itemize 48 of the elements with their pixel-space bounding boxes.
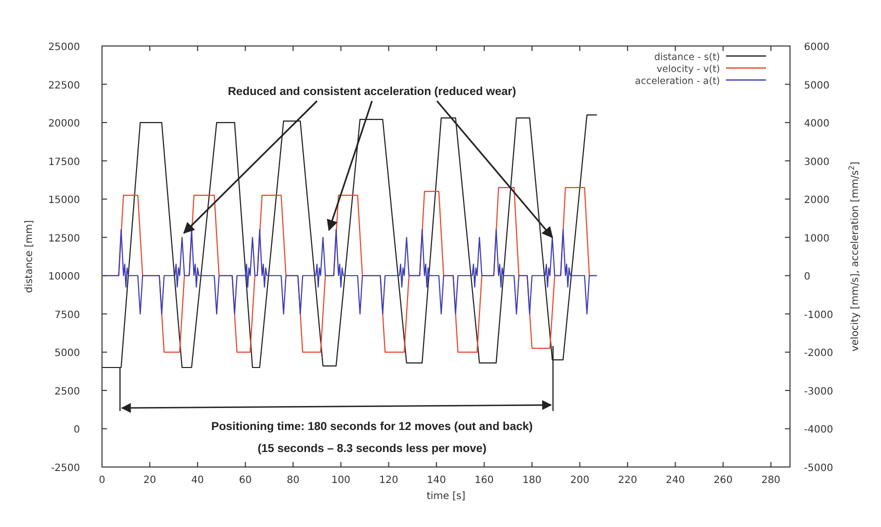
y-tick-label: 20000	[48, 118, 80, 130]
legend-label: distance - s(t)	[654, 52, 720, 63]
y2-tick-label: -5000	[804, 463, 834, 474]
x-tick-label: 200	[570, 475, 590, 486]
x-tick-label: 220	[618, 475, 638, 486]
y2-tick-label: 0	[804, 272, 810, 283]
y-tick-label: 15000	[48, 195, 80, 206]
y2-tick-label: 4000	[804, 118, 830, 130]
y-tick-label: -2500	[50, 463, 80, 474]
x-tick-label: 0	[98, 475, 106, 486]
annotation: Reduced and consistent acceleration (reduced wear)	[228, 86, 516, 98]
x-tick-label: 80	[286, 475, 300, 486]
legend-label: velocity - v(t)	[656, 64, 720, 75]
y2-tick-label: -1000	[804, 310, 834, 321]
y2-tick-label: -4000	[804, 424, 834, 436]
x-tick-label: 60	[238, 475, 252, 486]
x-tick-label: 260	[714, 475, 733, 486]
x-tick-label: 180	[522, 475, 542, 486]
y-tick-label: 2500	[54, 386, 80, 398]
x-tick-label: 100	[331, 475, 350, 486]
y-tick-label: 5000	[54, 348, 80, 360]
annotation: Positioning time: 180 seconds for 12 moves (out and back)	[211, 421, 533, 433]
y-tick-label: 10000	[48, 272, 80, 283]
y-tick-label: 17500	[48, 156, 80, 168]
x-tick-label: 40	[191, 475, 204, 486]
legend-label: acceleration - a(t)	[635, 76, 720, 87]
y-tick-label: 12500	[48, 233, 80, 244]
x-tick-label: 240	[666, 475, 685, 486]
y2-tick-label: -3000	[804, 386, 834, 398]
y-tick-label: 0	[74, 424, 80, 436]
x-tick-label: 140	[426, 475, 446, 486]
y-tick-label: 22500	[48, 80, 80, 92]
annotation: (15 seconds – 8.3 seconds less per move)	[258, 443, 487, 455]
x-axis-title: time [s]	[426, 491, 466, 502]
x-tick-label: 20	[143, 475, 156, 486]
line-series	[101, 229, 598, 314]
y2-tick-label: 1000	[804, 233, 830, 244]
x-tick-label: 120	[379, 475, 398, 486]
y-tick-label: 25000	[48, 42, 80, 53]
y2-tick-label: -2000	[804, 348, 834, 360]
y2-tick-label: 2000	[804, 195, 830, 206]
x-tick-label: 160	[474, 475, 494, 486]
y2-tick-label: 6000	[804, 42, 830, 53]
y-tick-label: 7500	[54, 310, 80, 321]
y2-tick-label: 5000	[804, 80, 830, 92]
y-axis-title: distance [mm]	[24, 220, 35, 293]
x-tick-label: 280	[761, 475, 780, 486]
y2-tick-label: 3000	[804, 156, 830, 168]
